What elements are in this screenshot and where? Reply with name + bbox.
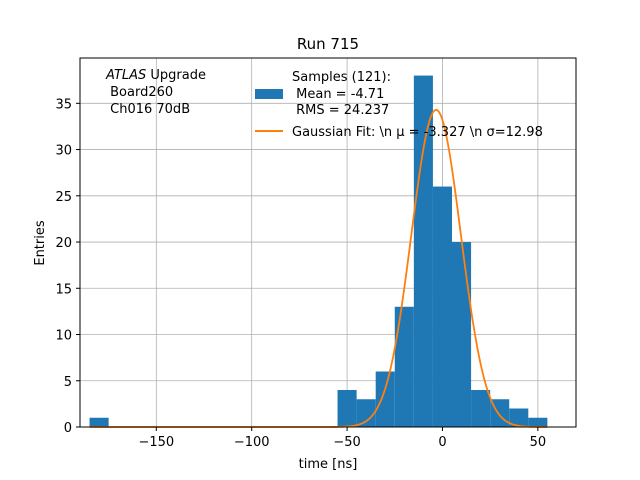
plot-area bbox=[80, 58, 576, 427]
y-axis-label: Entries bbox=[33, 220, 48, 266]
y-axis-ticks: 0 5 10 15 20 25 30 35 bbox=[55, 97, 80, 436]
chart-title: Run 715 bbox=[297, 35, 359, 53]
y-tick-label: 20 bbox=[55, 236, 72, 251]
legend-hist-line-2: Mean = -4.71 bbox=[292, 87, 384, 102]
histogram-bars bbox=[89, 75, 548, 428]
y-tick-label: 5 bbox=[64, 375, 72, 390]
annotation-line-2: Board260 bbox=[106, 85, 173, 100]
x-tick-label: −50 bbox=[333, 435, 360, 450]
annotation-atlas: ATLAS bbox=[105, 68, 146, 83]
x-axis-label: time [ns] bbox=[299, 457, 358, 472]
histogram-bar bbox=[89, 417, 109, 427]
histogram-bar bbox=[356, 399, 376, 427]
histogram-bar bbox=[413, 75, 433, 428]
legend-hist-line-1: Samples (121): bbox=[292, 70, 391, 85]
x-axis-ticks: −150 −100 −50 0 50 bbox=[138, 427, 546, 450]
x-tick-label: 0 bbox=[438, 435, 446, 450]
y-tick-label: 15 bbox=[55, 282, 72, 297]
histogram-bar bbox=[394, 306, 414, 427]
x-tick-label: −100 bbox=[234, 435, 270, 450]
histogram-bar bbox=[375, 371, 395, 427]
histogram-bar bbox=[432, 186, 452, 427]
y-tick-label: 10 bbox=[55, 329, 72, 344]
legend-hist-line-3: RMS = 24.237 bbox=[292, 103, 389, 118]
histogram-bar bbox=[528, 417, 548, 427]
legend-hist-swatch bbox=[255, 89, 283, 99]
x-tick-label: −150 bbox=[138, 435, 174, 450]
y-tick-label: 25 bbox=[55, 190, 72, 205]
histogram-bar bbox=[452, 242, 472, 427]
x-tick-label: 50 bbox=[530, 435, 547, 450]
histogram-bar bbox=[337, 390, 357, 427]
atlas-annotation: ATLAS Upgrade Board260 Ch016 70dB bbox=[105, 68, 206, 117]
annotation-line-3: Ch016 70dB bbox=[106, 102, 190, 117]
histogram-bar bbox=[509, 408, 529, 427]
histogram-bar bbox=[471, 390, 491, 427]
y-tick-label: 30 bbox=[55, 144, 72, 159]
annotation-upgrade: Upgrade bbox=[146, 68, 206, 83]
legend-fit-label: Gaussian Fit: \n μ = -3.327 \n σ=12.98 bbox=[292, 125, 543, 140]
legend: Samples (121): Mean = -4.71 RMS = 24.237… bbox=[255, 70, 543, 140]
y-tick-label: 35 bbox=[55, 97, 72, 112]
y-tick-label: 0 bbox=[64, 421, 72, 436]
annotation-line-1: ATLAS Upgrade bbox=[105, 68, 206, 83]
